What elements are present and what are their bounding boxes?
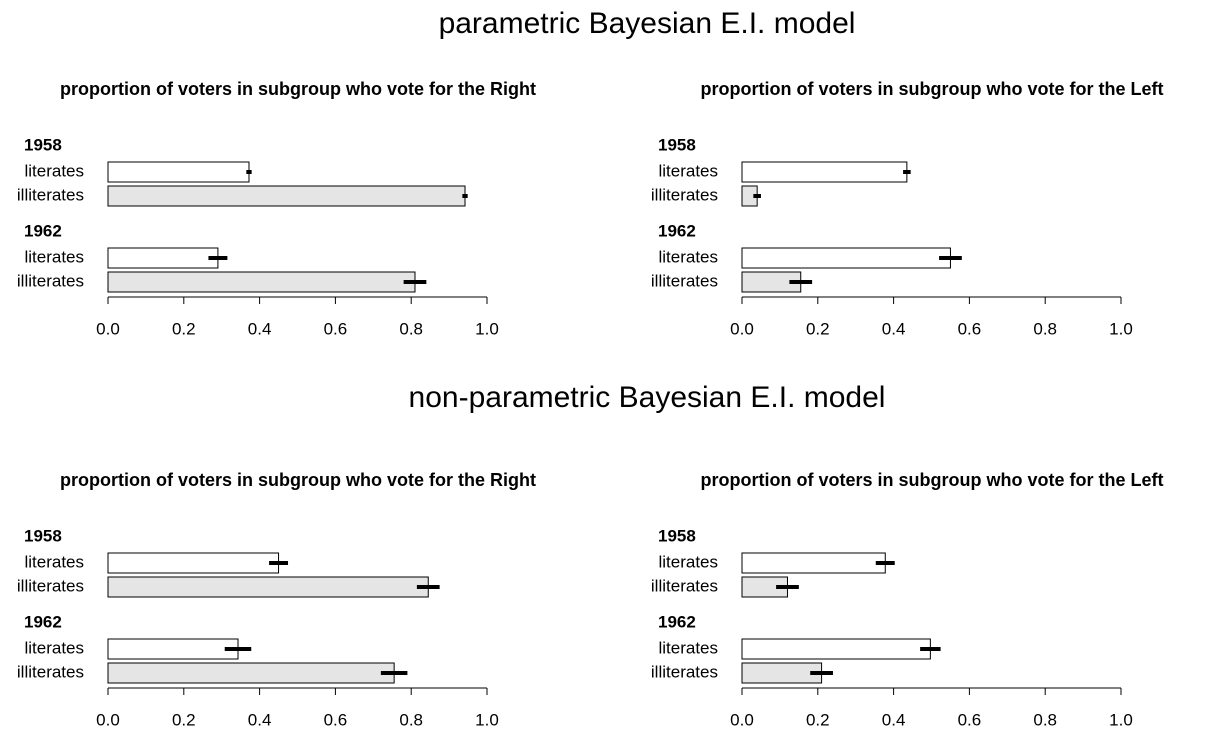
x-tick-label: 0.8	[399, 710, 423, 729]
category-label: illiterates	[17, 185, 84, 204]
category-label: literates	[658, 161, 718, 180]
x-tick-label: 0.2	[172, 710, 196, 729]
x-tick-label: 1.0	[475, 319, 499, 338]
bar	[107, 271, 416, 293]
x-tick-label: 0.4	[248, 319, 272, 338]
bar	[107, 576, 429, 598]
category-label: literates	[658, 552, 718, 571]
x-tick-label: 0.2	[806, 319, 830, 338]
panel-title: proportion of voters in subgroup who vot…	[701, 470, 1164, 490]
category-label: illiterates	[17, 271, 84, 290]
panel-title: proportion of voters in subgroup who vot…	[60, 79, 536, 99]
x-tick-label: 0.6	[958, 710, 982, 729]
x-tick-label: 0.2	[806, 710, 830, 729]
x-tick-label: 0.4	[882, 710, 906, 729]
group-label: 1962	[658, 612, 696, 631]
category-label: illiterates	[17, 576, 84, 595]
panel-title: proportion of voters in subgroup who vot…	[701, 79, 1164, 99]
group-label: 1958	[658, 526, 696, 545]
category-label: literates	[658, 247, 718, 266]
category-label: literates	[24, 552, 84, 571]
bar	[741, 638, 931, 660]
group-label: 1958	[24, 526, 62, 545]
x-tick-label: 1.0	[1109, 710, 1133, 729]
category-label: literates	[24, 161, 84, 180]
x-tick-label: 0.4	[248, 710, 272, 729]
x-tick-label: 0.6	[324, 319, 348, 338]
group-label: 1958	[24, 135, 62, 154]
section-heading: non-parametric Bayesian E.I. model	[409, 381, 886, 414]
bar	[741, 161, 908, 183]
x-tick-label: 0.8	[1033, 710, 1057, 729]
bar	[107, 161, 250, 183]
panel-title: proportion of voters in subgroup who vot…	[60, 470, 536, 490]
group-label: 1958	[658, 135, 696, 154]
category-label: literates	[658, 638, 718, 657]
category-label: illiterates	[651, 271, 718, 290]
x-tick-label: 0.8	[399, 319, 423, 338]
bar	[107, 185, 466, 207]
x-tick-label: 0.6	[958, 319, 982, 338]
category-label: illiterates	[17, 662, 84, 681]
section-heading: parametric Bayesian E.I. model	[439, 7, 856, 40]
category-label: illiterates	[651, 576, 718, 595]
x-tick-label: 0.0	[96, 319, 120, 338]
bar	[107, 247, 219, 269]
bar	[741, 247, 951, 269]
x-tick-label: 0.6	[324, 710, 348, 729]
bar	[107, 638, 239, 660]
bar	[107, 552, 280, 574]
x-tick-label: 0.0	[730, 710, 754, 729]
x-tick-label: 0.4	[882, 319, 906, 338]
x-tick-label: 0.8	[1033, 319, 1057, 338]
group-label: 1962	[24, 221, 62, 240]
category-label: literates	[24, 247, 84, 266]
x-tick-label: 1.0	[475, 710, 499, 729]
category-label: illiterates	[651, 185, 718, 204]
bar	[741, 552, 886, 574]
bar	[741, 662, 823, 684]
group-label: 1962	[658, 221, 696, 240]
x-tick-label: 0.0	[730, 319, 754, 338]
x-tick-label: 0.0	[96, 710, 120, 729]
bar	[107, 662, 395, 684]
category-label: illiterates	[651, 662, 718, 681]
category-label: literates	[24, 638, 84, 657]
x-tick-label: 0.2	[172, 319, 196, 338]
group-label: 1962	[24, 612, 62, 631]
x-tick-label: 1.0	[1109, 319, 1133, 338]
